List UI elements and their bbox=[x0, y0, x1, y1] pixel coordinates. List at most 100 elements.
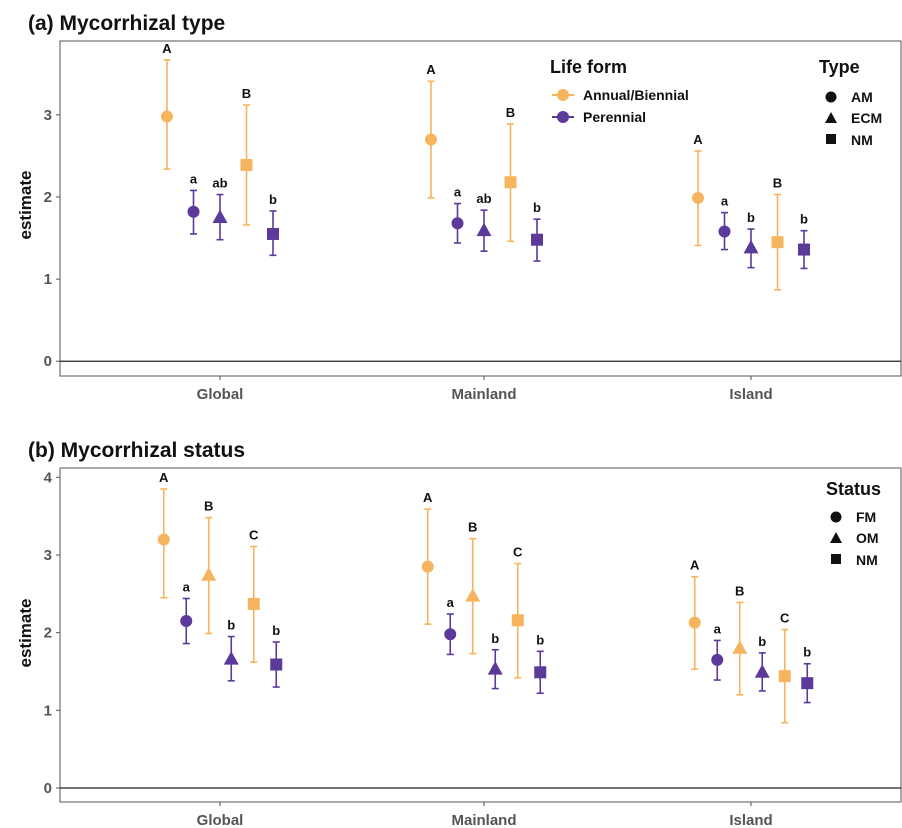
legend-type-title: Type bbox=[819, 57, 860, 77]
data-point: a bbox=[711, 621, 724, 681]
point-marker-square bbox=[534, 666, 547, 679]
point-marker-square bbox=[270, 658, 283, 671]
data-point: b bbox=[754, 634, 770, 692]
significance-label: B bbox=[204, 499, 213, 514]
panel-b-title: (b) Mycorrhizal status bbox=[28, 439, 245, 462]
significance-label: b bbox=[800, 212, 808, 227]
legend-annual-label: Annual/Biennial bbox=[583, 87, 689, 103]
point-marker-circle bbox=[425, 133, 437, 146]
significance-label: ab bbox=[212, 176, 227, 191]
panel-a-y-axis-label: estimate bbox=[16, 171, 35, 240]
significance-label: a bbox=[454, 185, 462, 200]
significance-label: b bbox=[491, 631, 499, 646]
point-marker-square bbox=[771, 236, 784, 249]
data-point: A bbox=[161, 41, 173, 170]
data-point: B bbox=[732, 583, 748, 696]
point-marker-circle bbox=[157, 533, 170, 546]
significance-label: a bbox=[183, 579, 191, 594]
data-point: C bbox=[247, 527, 260, 663]
data-point: a bbox=[187, 171, 200, 235]
point-marker-triangle bbox=[223, 651, 239, 665]
legend-am-marker bbox=[825, 91, 837, 103]
legend-om-marker bbox=[830, 532, 842, 543]
significance-label: b bbox=[758, 634, 766, 649]
legend-life-form: Life form Annual/Biennial Perennial bbox=[550, 57, 689, 125]
significance-label: A bbox=[690, 558, 700, 573]
point-marker-circle bbox=[187, 205, 200, 218]
significance-label: ab bbox=[476, 191, 491, 206]
panel-mycorrhizal-status: (b) Mycorrhizal status estimate 0 1 2 3 4 Gl… bbox=[16, 439, 902, 828]
legend-om-label: OM bbox=[856, 530, 879, 546]
b-x-tick-label: Global bbox=[197, 812, 244, 828]
data-point: A bbox=[157, 470, 170, 599]
data-point: b bbox=[270, 623, 283, 688]
panel-a-title: (a) Mycorrhizal type bbox=[28, 12, 225, 35]
data-point: b bbox=[534, 632, 547, 695]
data-point: b bbox=[267, 192, 279, 257]
a-x-tick-label: Global bbox=[197, 386, 244, 403]
point-marker-circle bbox=[444, 628, 457, 641]
panel-b-plot-frame bbox=[59, 467, 902, 803]
point-marker-triangle bbox=[201, 567, 217, 581]
point-marker-circle bbox=[421, 560, 434, 573]
panel-a-y-ticks: 0 1 2 3 bbox=[44, 107, 60, 370]
point-marker-square bbox=[240, 158, 253, 171]
panel-a-plot-frame bbox=[59, 40, 902, 377]
panel-b-y-axis-label: estimate bbox=[16, 599, 35, 668]
data-point: C bbox=[511, 545, 524, 679]
data-point: a bbox=[180, 579, 193, 645]
significance-label: b bbox=[803, 645, 811, 660]
data-point: b bbox=[223, 618, 239, 682]
legend-status-nm-marker bbox=[831, 554, 841, 564]
significance-label: A bbox=[159, 470, 169, 485]
data-point: C bbox=[778, 611, 791, 724]
point-marker-triangle bbox=[465, 588, 481, 602]
legend-fm-marker bbox=[830, 511, 842, 523]
data-point: A bbox=[421, 490, 434, 625]
significance-label: a bbox=[721, 194, 729, 209]
b-y-tick-label: 2 bbox=[44, 625, 52, 642]
b-y-tick-label: 3 bbox=[44, 547, 52, 564]
data-point: b bbox=[531, 200, 543, 262]
legend-perennial-marker bbox=[557, 111, 569, 123]
data-point: a bbox=[451, 185, 464, 244]
point-marker-square bbox=[247, 597, 260, 610]
data-point: a bbox=[718, 194, 731, 251]
point-marker-triangle bbox=[743, 239, 759, 254]
data-point: B bbox=[504, 105, 517, 243]
panel-b-x-ticks: Global Mainland Island bbox=[197, 802, 773, 828]
point-marker-circle bbox=[451, 217, 464, 230]
panel-b-y-ticks: 0 1 2 3 4 bbox=[44, 469, 60, 797]
data-point: B bbox=[201, 499, 217, 635]
significance-label: C bbox=[780, 611, 790, 626]
data-point: ab bbox=[212, 176, 228, 241]
point-marker-circle bbox=[692, 191, 704, 204]
legend-annual-marker bbox=[557, 89, 569, 101]
a-y-tick-label: 3 bbox=[44, 107, 52, 124]
significance-label: b bbox=[227, 618, 235, 633]
data-point: A bbox=[425, 62, 437, 199]
point-marker-circle bbox=[161, 110, 173, 123]
significance-label: b bbox=[536, 632, 544, 647]
significance-label: B bbox=[773, 176, 782, 191]
point-marker-triangle bbox=[487, 661, 503, 675]
significance-label: b bbox=[269, 192, 277, 207]
significance-label: b bbox=[272, 623, 280, 638]
point-marker-circle bbox=[688, 616, 701, 629]
legend-life-form-title: Life form bbox=[550, 57, 627, 77]
significance-label: C bbox=[513, 545, 523, 560]
legend-am-label: AM bbox=[851, 89, 873, 105]
a-y-tick-label: 1 bbox=[44, 271, 52, 288]
a-y-tick-label: 2 bbox=[44, 189, 52, 206]
point-marker-square bbox=[801, 677, 814, 690]
legend-fm-label: FM bbox=[856, 509, 876, 525]
data-point: B bbox=[771, 176, 784, 291]
significance-label: a bbox=[714, 621, 722, 636]
data-point: b bbox=[801, 645, 814, 704]
point-marker-triangle bbox=[476, 222, 492, 237]
data-point: ab bbox=[476, 191, 492, 252]
significance-label: B bbox=[468, 520, 477, 535]
point-marker-square bbox=[778, 670, 791, 683]
